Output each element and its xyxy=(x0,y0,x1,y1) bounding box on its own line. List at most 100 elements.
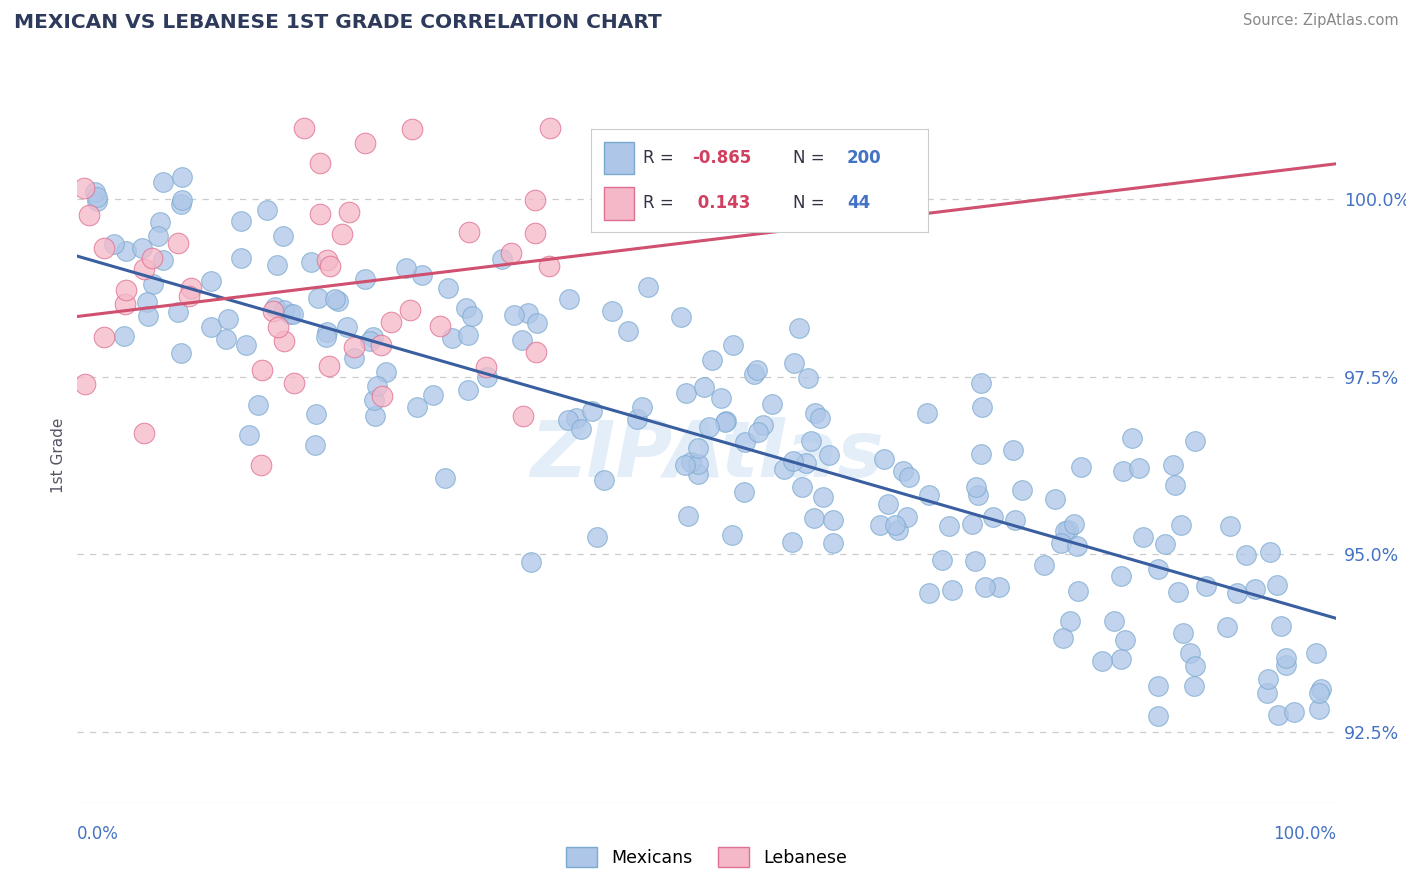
Point xyxy=(167,235,190,250)
Point xyxy=(179,289,201,303)
Point xyxy=(1167,585,1189,599)
Text: R =: R = xyxy=(643,194,679,212)
Point xyxy=(524,226,547,240)
Point xyxy=(780,535,803,549)
Point xyxy=(981,509,1004,524)
Point xyxy=(172,193,194,207)
Point xyxy=(1308,686,1330,700)
Point xyxy=(1215,620,1237,634)
Text: 0.0%: 0.0% xyxy=(77,825,120,843)
Point xyxy=(411,268,433,282)
Point xyxy=(1171,626,1194,640)
Point xyxy=(1184,679,1206,693)
Point xyxy=(380,315,402,329)
Point xyxy=(77,208,100,222)
Point xyxy=(307,291,329,305)
Point xyxy=(803,407,825,421)
Point xyxy=(132,425,155,440)
Point xyxy=(686,467,709,481)
Point xyxy=(1226,585,1249,599)
Point xyxy=(752,417,775,432)
Point xyxy=(967,488,990,502)
Point xyxy=(787,321,810,335)
Point xyxy=(200,320,222,334)
Point xyxy=(364,409,387,423)
Point xyxy=(1004,513,1026,527)
Point xyxy=(516,306,538,320)
Point xyxy=(1121,431,1143,445)
Point xyxy=(86,190,108,204)
Point xyxy=(1070,460,1092,475)
Point xyxy=(83,185,105,199)
Point xyxy=(965,480,987,494)
Point xyxy=(281,307,304,321)
Text: 100.0%: 100.0% xyxy=(1272,825,1336,843)
Point xyxy=(1219,518,1241,533)
Point xyxy=(1059,614,1081,628)
Point xyxy=(132,262,155,277)
Point xyxy=(869,518,891,533)
Text: -0.865: -0.865 xyxy=(692,149,751,167)
Point xyxy=(941,583,963,598)
Point xyxy=(264,300,287,314)
Point xyxy=(616,324,638,338)
Point xyxy=(434,471,457,485)
Point xyxy=(457,383,479,397)
Point xyxy=(673,458,696,472)
Point xyxy=(783,356,806,370)
Point xyxy=(637,280,659,294)
Point xyxy=(1275,657,1298,672)
Point xyxy=(152,175,174,189)
Point xyxy=(152,252,174,267)
Point xyxy=(557,292,579,306)
Point xyxy=(456,301,478,315)
Point xyxy=(1178,646,1201,660)
Point xyxy=(794,456,817,470)
Point xyxy=(343,340,366,354)
Point xyxy=(884,517,907,532)
Point xyxy=(231,251,253,265)
Point xyxy=(676,508,699,523)
Point xyxy=(716,414,738,428)
Point xyxy=(733,484,755,499)
Point xyxy=(215,332,238,346)
Point xyxy=(283,376,305,390)
Point xyxy=(510,333,533,347)
Point xyxy=(1011,483,1033,497)
Point xyxy=(1309,681,1331,696)
Point xyxy=(401,122,423,136)
Point xyxy=(73,181,96,195)
Point xyxy=(1195,579,1218,593)
Point xyxy=(491,252,513,266)
Point xyxy=(475,369,498,384)
Point xyxy=(581,404,603,418)
Point xyxy=(917,406,939,420)
Text: Source: ZipAtlas.com: Source: ZipAtlas.com xyxy=(1243,13,1399,29)
Point xyxy=(180,281,202,295)
Point xyxy=(797,371,820,385)
Point xyxy=(501,246,523,260)
Point xyxy=(1114,632,1136,647)
Point xyxy=(440,331,463,345)
Point xyxy=(1054,524,1077,539)
Point xyxy=(1067,584,1090,599)
Point xyxy=(93,330,115,344)
Point xyxy=(375,365,398,379)
Point xyxy=(800,434,823,448)
Point xyxy=(363,392,385,407)
Point xyxy=(217,311,239,326)
Point xyxy=(172,169,194,184)
Point xyxy=(337,205,360,219)
Point xyxy=(149,215,172,229)
Point xyxy=(1056,524,1078,538)
Point xyxy=(1257,672,1279,686)
Point xyxy=(75,377,97,392)
Point xyxy=(437,281,460,295)
Point xyxy=(938,519,960,533)
Point xyxy=(330,227,353,241)
Point xyxy=(1267,708,1289,723)
Point xyxy=(818,449,841,463)
Point xyxy=(593,474,616,488)
Point xyxy=(1184,658,1206,673)
Point xyxy=(395,260,418,275)
